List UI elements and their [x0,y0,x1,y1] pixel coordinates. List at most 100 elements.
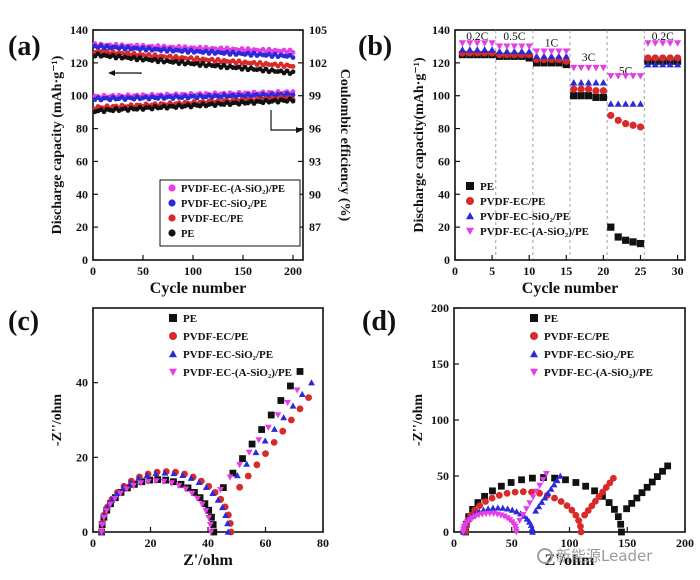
impedance-point [224,528,232,535]
capacity-point [284,68,290,74]
impedance-point [209,489,217,496]
rate-label: 1C [545,37,559,49]
legend-entry: PVDF-EC-SiO₂/PE [183,349,273,361]
x-tick-label: 10 [523,264,535,278]
impedance-point [471,506,479,514]
rate-label: 5C [619,65,633,77]
impedance-point [205,506,213,514]
impedance-point [194,495,201,502]
impedance-point [643,483,651,491]
y-tick-label: 100 [70,89,88,103]
legend-marker [530,314,538,322]
rate-point [584,92,593,100]
impedance-point [293,387,301,394]
rate-point [673,60,682,68]
legend-entry: PVDF-EC/PE [480,196,545,208]
y-axis-label: -Z''/ohm [411,394,426,446]
rate-point [592,87,600,95]
rate-point [570,92,578,100]
rate-point [607,100,615,107]
rate-point [533,48,541,55]
rate-point [659,40,667,47]
rate-point [562,52,570,60]
impedance-point [308,379,315,386]
impedance-point [175,482,183,489]
rate-point [592,93,600,101]
impedance-point [611,505,618,513]
impedance-point [535,503,543,510]
impedance-point [504,505,512,512]
impedance-point [296,405,304,413]
impedance-point [484,505,492,512]
y-tick-label: 80 [76,122,88,136]
legend-entry: PVDF-EC-SiO₂/PE [480,211,570,223]
y2-axis-label: Coulombic efficiency (%) [337,69,352,222]
impedance-point [609,474,617,482]
x-tick-label: 50 [506,536,518,550]
legend-entry: PE [480,181,494,193]
chart-c: 0 20 40 60 80 0 20 40 Z'/ohm -Z''/ohm PE PVDF-EC/PE… [50,307,329,569]
impedance-point [623,505,631,513]
x-axis-label: Z'/ohm [183,552,233,569]
impedance-point [100,514,108,522]
impedance-point [152,478,160,485]
y-tick-label: 150 [431,357,449,371]
capacity-point [290,69,296,75]
impedance-point [207,529,215,536]
impedance-point [557,498,565,505]
legend-entry: PVDF-EC-SiO₂/PE [544,349,634,361]
y-axis-label: -Z''/ohm [50,394,65,446]
y-tick-label: 0 [444,253,450,267]
legend-marker [466,182,474,190]
impedance-point [262,450,269,457]
y-tick-label: 80 [438,122,450,136]
x-tick-label: 0 [90,264,96,278]
impedance-point [550,481,558,488]
impedance-point [170,470,178,477]
impedance-point [482,498,489,505]
x-tick-label: 25 [634,264,646,278]
y-tick-label: 20 [76,220,88,234]
x-tick-label: 150 [618,536,636,550]
impedance-point [474,499,482,506]
wechat-icon [537,547,553,564]
impedance-point [161,469,169,476]
rate-point [570,78,578,86]
rate-point [570,85,578,93]
y2-tick-label: 96 [309,122,321,136]
rate-point [473,46,481,53]
legend-entry: PE [181,229,194,240]
x-tick-label: 100 [184,264,202,278]
impedance-point [217,486,224,494]
x-tick-label: 0 [451,536,457,550]
y-tick-label: 120 [432,56,450,70]
impedance-point [628,499,636,507]
impedance-point [572,479,580,486]
panel-label: (a) [8,31,41,62]
impedance-point [617,520,625,528]
impedance-point [488,494,496,502]
impedance-point [511,488,519,496]
rate-point [592,78,600,86]
rate-point [651,54,659,62]
chart-a: 0 50 100 150 200 0 20 40 60 80 100 120 140 Cycle numb… [50,23,352,297]
impedance-point [236,483,244,491]
impedance-point [497,482,505,490]
rate-point [622,73,630,80]
rate-point [540,52,548,60]
impedance-point [267,411,275,419]
y2-tick-label: 90 [309,187,321,201]
rate-point [651,60,659,68]
arrow-left [113,72,142,74]
capacity-point [263,66,269,72]
rate-point [636,73,645,80]
rate-point [607,73,615,80]
rate-point [644,60,652,68]
legend-entry: PE [544,313,558,325]
impedance-point [572,511,580,519]
impedance-point [489,504,497,511]
chart-b: 0 5 10 15 20 25 30 0 20 40 60 80 100 120 140 Cycle numb… [412,23,686,297]
impedance-point [648,478,656,486]
rate-point [629,238,637,246]
impedance-point [547,485,555,492]
